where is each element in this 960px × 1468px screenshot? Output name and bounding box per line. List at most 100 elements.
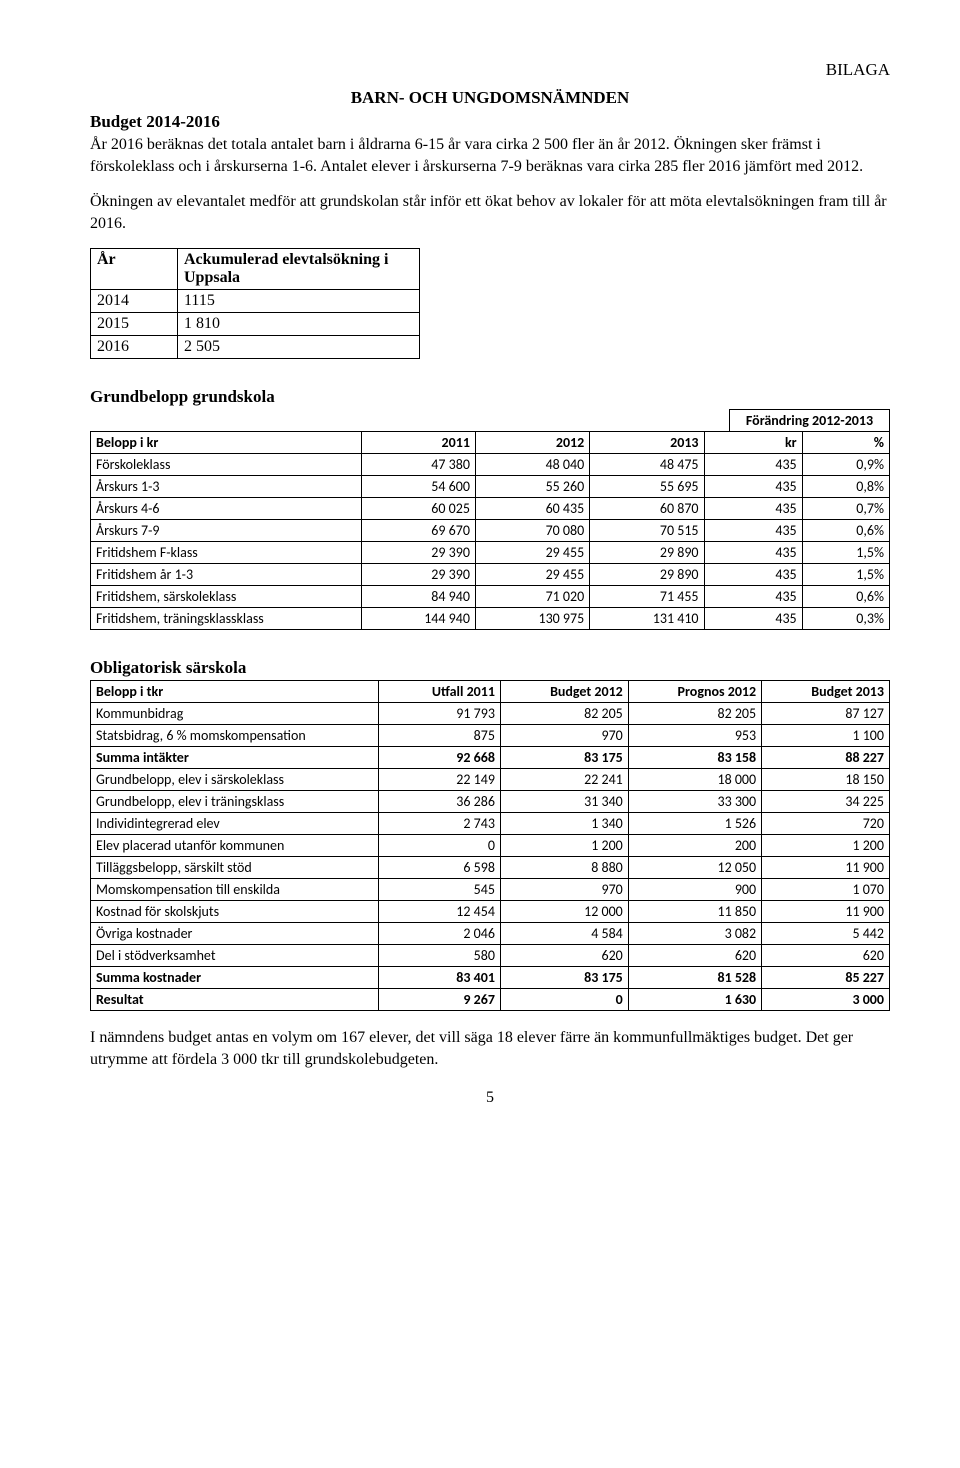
row-value: 1 100: [762, 725, 890, 747]
row-value: 435: [704, 454, 802, 476]
row-label: Övriga kostnader: [91, 923, 379, 945]
row-value: 0,8%: [802, 476, 889, 498]
row-value: 435: [704, 586, 802, 608]
row-value: 47 380: [361, 454, 475, 476]
row-value: 83 158: [628, 747, 761, 769]
row-value: 953: [628, 725, 761, 747]
table-row: Fritidshem, träningsklassklass144 940130…: [91, 608, 890, 630]
row-value: 92 668: [378, 747, 500, 769]
row-label: Fritidshem år 1-3: [91, 564, 362, 586]
table-row: Momskompensation till enskilda5459709001…: [91, 879, 890, 901]
row-label: Elev placerad utanför kommunen: [91, 835, 379, 857]
row-value: 85 227: [762, 967, 890, 989]
table-row: Del i stödverksamhet580620620620: [91, 945, 890, 967]
row-value: 720: [762, 813, 890, 835]
row-value: 1 630: [628, 989, 761, 1011]
row-value: 83 401: [378, 967, 500, 989]
table-row: Kostnad för skolskjuts12 45412 00011 850…: [91, 901, 890, 923]
row-value: 6 598: [378, 857, 500, 879]
row-value: 200: [628, 835, 761, 857]
row-value: 48 475: [590, 454, 704, 476]
row-value: 12 050: [628, 857, 761, 879]
table-row: Fritidshem F-klass29 39029 45529 8904351…: [91, 542, 890, 564]
grundbelopp-change-caption: Förändring 2012-2013: [729, 409, 890, 431]
intro-paragraph-2: Ökningen av elevantalet medför att grund…: [90, 191, 890, 234]
val-cell: 1115: [178, 290, 420, 313]
row-value: 60 025: [361, 498, 475, 520]
row-value: 2 046: [378, 923, 500, 945]
row-value: 29 890: [590, 542, 704, 564]
row-label: Statsbidrag, 6 % momskompensation: [91, 725, 379, 747]
row-value: 91 793: [378, 703, 500, 725]
row-value: 81 528: [628, 967, 761, 989]
grundbelopp-col-header: 2013: [590, 432, 704, 454]
row-label: Individintegrerad elev: [91, 813, 379, 835]
row-value: 130 975: [475, 608, 589, 630]
row-value: 435: [704, 608, 802, 630]
row-value: 131 410: [590, 608, 704, 630]
row-value: 0,6%: [802, 586, 889, 608]
row-value: 5 442: [762, 923, 890, 945]
row-value: 545: [378, 879, 500, 901]
row-value: 69 670: [361, 520, 475, 542]
row-value: 11 850: [628, 901, 761, 923]
table-row: Tilläggsbelopp, särskilt stöd6 5988 8801…: [91, 857, 890, 879]
table-row: Övriga kostnader2 0464 5843 0825 442: [91, 923, 890, 945]
row-value: 12 454: [378, 901, 500, 923]
val-cell: 2 505: [178, 336, 420, 359]
table-row: Grundbelopp, elev i särskoleklass22 1492…: [91, 769, 890, 791]
row-value: 60 435: [475, 498, 589, 520]
table-row: Kommunbidrag91 79382 20582 20587 127: [91, 703, 890, 725]
row-value: 435: [704, 564, 802, 586]
row-value: 1 200: [762, 835, 890, 857]
budget-heading: Budget 2014-2016: [90, 112, 890, 132]
row-value: 1,5%: [802, 564, 889, 586]
row-label: Momskompensation till enskilda: [91, 879, 379, 901]
row-value: 144 940: [361, 608, 475, 630]
table-row: Individintegrerad elev2 7431 3401 526720: [91, 813, 890, 835]
row-value: 8 880: [500, 857, 628, 879]
intro-paragraph-1: År 2016 beräknas det totala antalet barn…: [90, 134, 890, 177]
row-value: 82 205: [628, 703, 761, 725]
row-value: 29 455: [475, 542, 589, 564]
row-label: Del i stödverksamhet: [91, 945, 379, 967]
row-label: Fritidshem, särskoleklass: [91, 586, 362, 608]
row-value: 1 340: [500, 813, 628, 835]
row-label: Grundbelopp, elev i särskoleklass: [91, 769, 379, 791]
grundbelopp-col-header: 2012: [475, 432, 589, 454]
row-value: 620: [500, 945, 628, 967]
row-label: Summa intäkter: [91, 747, 379, 769]
year-table-head-val: Ackumulerad elevtalsökning i Uppsala: [178, 249, 420, 290]
grundbelopp-col-header: Belopp i kr: [91, 432, 362, 454]
row-value: 71 020: [475, 586, 589, 608]
table-row: 2016 2 505: [91, 336, 420, 359]
row-value: 84 940: [361, 586, 475, 608]
table-row: Summa kostnader83 40183 17581 52885 227: [91, 967, 890, 989]
table-row: Fritidshem, särskoleklass84 94071 02071 …: [91, 586, 890, 608]
row-label: Resultat: [91, 989, 379, 1011]
table-row: 2015 1 810: [91, 313, 420, 336]
row-value: 60 870: [590, 498, 704, 520]
row-value: 1 200: [500, 835, 628, 857]
row-label: Årskurs 4-6: [91, 498, 362, 520]
row-value: 83 175: [500, 967, 628, 989]
row-label: Årskurs 1-3: [91, 476, 362, 498]
table-row: Fritidshem år 1-329 39029 45529 8904351,…: [91, 564, 890, 586]
row-value: 36 286: [378, 791, 500, 813]
row-value: 11 900: [762, 901, 890, 923]
row-label: Kostnad för skolskjuts: [91, 901, 379, 923]
page-title: BARN- OCH UNGDOMSNÄMNDEN: [90, 88, 890, 108]
row-value: 88 227: [762, 747, 890, 769]
row-label: Årskurs 7-9: [91, 520, 362, 542]
sarskola-col-header: Budget 2012: [500, 681, 628, 703]
table-row: Elev placerad utanför kommunen01 2002001…: [91, 835, 890, 857]
row-value: 0: [378, 835, 500, 857]
row-value: 29 890: [590, 564, 704, 586]
row-value: 435: [704, 542, 802, 564]
year-table-head-year: År: [91, 249, 178, 290]
page-number: 5: [90, 1089, 890, 1107]
grundbelopp-table: Belopp i kr201120122013kr%Förskoleklass4…: [90, 431, 890, 630]
row-value: 70 515: [590, 520, 704, 542]
row-label: Summa kostnader: [91, 967, 379, 989]
row-value: 55 260: [475, 476, 589, 498]
